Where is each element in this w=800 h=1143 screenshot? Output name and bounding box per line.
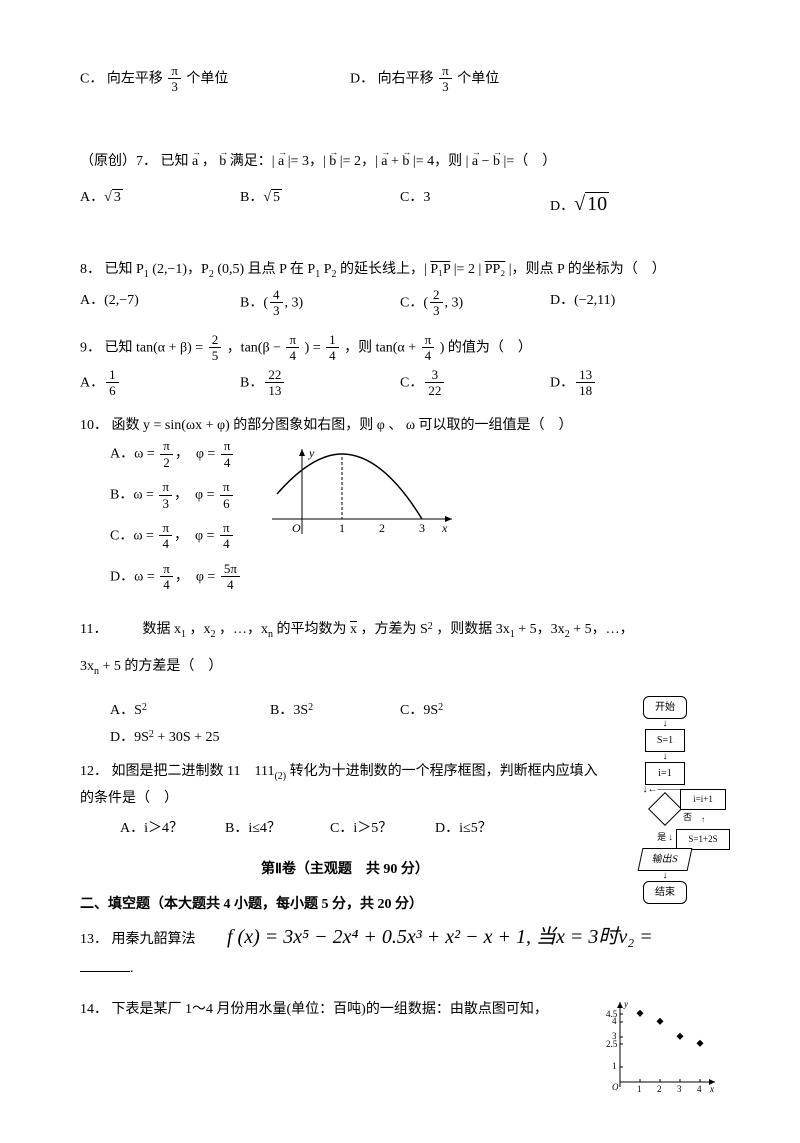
option-d: D．(−2,11) [550,288,670,319]
svg-text:2: 2 [657,1084,662,1094]
svg-text:3: 3 [677,1084,682,1094]
option-a: A．i＞4？ [120,816,215,843]
option-a: A．16 [80,368,230,399]
q-number: 8． [80,262,101,277]
option-b: B．5 [240,185,390,223]
option-b: B．(43, 3) [240,288,390,319]
svg-text:2: 2 [379,521,385,535]
q10-options: A．ω = π2， φ = π4 B．ω = π3， φ = π6 C．ω = … [110,439,242,603]
question-8: 8． 已知 P1 (2,−1)，P2 (0,5) 且点 P 在 P1 P2 的延… [80,257,720,318]
option-c: C．ω = π4， φ = π4 [110,521,242,552]
vector-a: a [192,154,198,169]
question-9: 9． 已知 tan(α + β) = 25 ，tan(β − π4 ) = 14… [80,333,720,399]
q-number: 9． [80,341,101,356]
sine-graph: O 1 2 3 x y [262,439,462,603]
option-a: A．(2,−7) [80,288,230,319]
option-d: D．1318 [550,368,670,399]
svg-text:y: y [623,999,628,1009]
question-11: 11． 数据 x1 ，x2 ，…，xn 的平均数为 x ，方差为 S2 ，则数据… [80,617,720,680]
section-2-title: 第Ⅱ卷（主观题 共 90 分） [80,857,610,884]
question-14: 14． 下表是某厂 1～4 月份用水量(单位：百吨)的一组数据：由散点图可知， … [80,997,720,1103]
fc-output: 输出S [638,848,693,871]
option-d: D．i≤5？ [435,816,530,843]
svg-text:1: 1 [637,1084,642,1094]
svg-text:1: 1 [339,521,345,535]
q11-option-d: D．9S2 + 30S + 25 [110,725,230,752]
option-c: C．3 [400,185,540,223]
option-d: D．10 [550,185,670,223]
q11-12-block: A．S2 B．3S2 C．9S2 D．9S2 + 30S + 25 12． 如图… [80,694,720,918]
svg-text:3: 3 [612,1031,617,1041]
svg-text:y: y [308,446,315,460]
opt-label: C． [80,72,103,87]
q-number: 13． [80,932,108,947]
option-c: C．(23, 3) [400,288,540,319]
svg-text:4.5: 4.5 [606,1009,618,1019]
question-7: （原创）7． 已知 a ， b 满足：| a |= 3，| b |= 2，| a… [80,149,720,224]
fc-end: 结束 [643,881,687,904]
q-number: 10． [80,418,108,433]
answer-blank [80,971,130,972]
fc-start: 开始 [643,696,687,719]
svg-text:3: 3 [419,521,425,535]
option-c: C． 向左平移 π3 个单位 [80,64,340,95]
svg-text:O: O [292,521,301,535]
opt-text: 个单位 [457,72,499,87]
q-number: 12． [80,764,108,779]
fc-s1: S=1 [645,729,685,752]
option-b: B．i≤4？ [225,816,320,843]
scatter-plot: O 1 2 3 4 x 1 2.5 3 4 4.5 y [600,997,720,1103]
q-number: 11． [80,622,107,637]
flowchart: 开始 ↓ S=1 ↓ i=1 ↓←――― i=i+1 ↑ S=1+2S 否 是 … [610,694,720,906]
question-13: 13． 用秦九韶算法 f (x) = 3x⁵ − 2x⁴ + 0.5x³ + x… [80,918,720,983]
opt-text: 个单位 [186,72,228,87]
svg-text:O: O [612,1082,619,1092]
vector-b: b [219,154,226,169]
svg-text:4: 4 [697,1084,702,1094]
fraction: π3 [168,64,181,95]
q-number: 14． [80,1002,108,1017]
svg-text:x: x [709,1084,714,1094]
q11-option-c: C．9S2 [400,698,500,725]
question-12: 12． 如图是把二进制数 11 111(2) 转化为十进制数的一个程序框图，判断… [80,759,610,843]
opt-text: 向右平移 [378,72,434,87]
q11-option-b: B．3S2 [270,698,390,725]
svg-text:1: 1 [612,1061,617,1071]
fraction: π3 [439,64,452,95]
option-a: A．ω = π2， φ = π4 [110,439,242,470]
svg-text:x: x [441,521,448,535]
option-c: C．322 [400,368,540,399]
option-b: B．ω = π3， φ = π6 [110,480,242,511]
option-d: D．ω = π4， φ = 5π4 [110,562,242,593]
question-tail-cd: C． 向左平移 π3 个单位 D． 向右平移 π3 个单位 [80,64,720,95]
fc-inc: i=i+1 [680,789,726,810]
option-a: A．3 [80,185,230,223]
opt-label: D． [350,72,374,87]
opt-text: 向左平移 [107,72,163,87]
q13-formula: f (x) = 3x⁵ − 2x⁴ + 0.5x³ + x² − x + 1, … [227,926,653,948]
part-2-title: 二、填空题（本大题共 4 小题，每小题 5 分，共 20 分） [80,892,610,919]
option-c: C．i＞5？ [330,816,425,843]
fc-i1: i=1 [645,762,685,785]
question-10: 10． 函数 y = sin(ωx + φ) 的部分图象如右图，则 φ 、 ω … [80,413,720,603]
option-b: B．2213 [240,368,390,399]
option-d: D． 向右平移 π3 个单位 [350,64,500,95]
q-number: （原创）7． [80,154,157,169]
q11-option-a: A．S2 [110,698,260,725]
